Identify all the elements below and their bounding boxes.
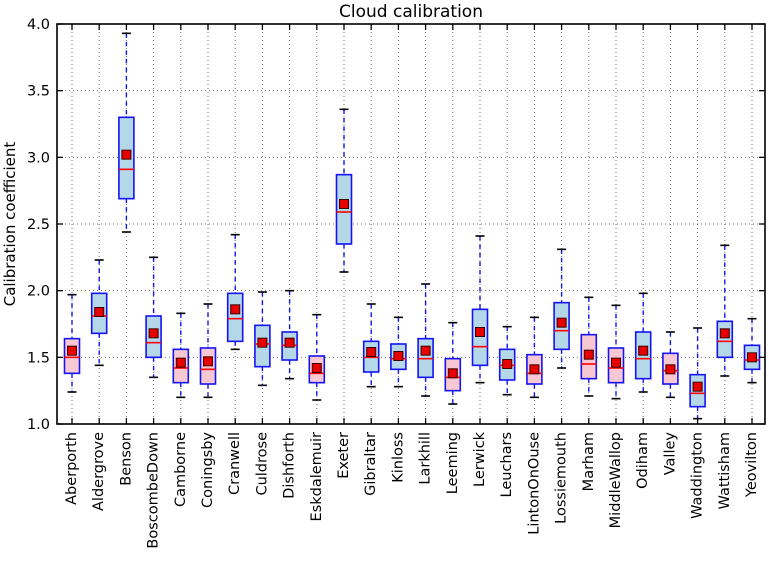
mean-marker <box>420 345 431 356</box>
mean-marker <box>175 357 186 368</box>
x-tick-label: Culdrose <box>254 432 270 496</box>
mean-marker <box>366 347 377 357</box>
mean-marker <box>311 363 322 373</box>
mean-marker <box>230 304 241 315</box>
mean-marker <box>121 149 132 160</box>
x-tick-label: Aldergrove <box>91 432 107 511</box>
mean-marker <box>583 349 594 360</box>
mean-marker <box>447 368 458 379</box>
x-tick-label: Odiham <box>635 432 651 489</box>
y-tick-label: 4.0 <box>27 17 50 33</box>
x-tick-label: Larkhill <box>418 432 434 485</box>
x-tick-label: Dishforth <box>282 432 298 499</box>
mean-marker <box>203 356 213 367</box>
x-tick-label: Lossiemouth <box>554 432 570 524</box>
x-tick-label: Valley <box>662 432 678 476</box>
mean-marker <box>638 345 649 356</box>
y-tick-label: 2.5 <box>27 217 50 233</box>
x-tick-label: Waddington <box>690 432 706 519</box>
mean-marker <box>502 359 513 369</box>
x-tick-label: Leeming <box>445 432 461 494</box>
mean-marker <box>529 364 540 375</box>
x-tick-label: Cranwell <box>227 432 243 495</box>
box-Wattisham <box>716 320 734 359</box>
y-tick-label: 3.0 <box>27 150 50 166</box>
y-tick-label: 1.0 <box>27 417 50 433</box>
x-tick-label: LintonOnOuse <box>526 432 542 535</box>
x-tick-label: Lerwick <box>472 431 488 487</box>
x-tick-label: MiddleWallop <box>608 432 624 528</box>
y-tick-label: 3.5 <box>27 84 50 100</box>
x-tick-label: BoscombeDown <box>146 432 162 549</box>
mean-marker <box>692 381 703 392</box>
box-Exeter <box>335 173 353 245</box>
mean-marker <box>67 345 77 356</box>
x-tick-label: Eskdalemuir <box>309 432 325 521</box>
box-Aberporth <box>63 337 81 375</box>
x-tick-label: Gibraltar <box>363 432 379 496</box>
mean-marker <box>148 328 159 339</box>
mean-marker <box>719 328 730 339</box>
x-tick-label: Leuchars <box>499 432 515 498</box>
mean-marker <box>94 307 105 317</box>
x-tick-label: Marham <box>581 432 597 491</box>
plot-area: 1.0 1.5 2.0 2.5 3.0 3.5 4.0 Aberporth Aldergrove… <box>27 17 766 549</box>
y-tick-label: 2.0 <box>27 284 50 300</box>
mean-marker <box>665 364 676 375</box>
chart-title: Cloud calibration <box>339 2 483 22</box>
y-axis-label: Calibration coefficient <box>1 142 19 307</box>
mean-marker <box>257 337 268 348</box>
x-tick-label: Wattisham <box>717 432 733 509</box>
mean-marker <box>556 317 567 328</box>
mean-marker <box>611 357 621 368</box>
y-tick-label: 1.5 <box>27 350 50 366</box>
mean-marker <box>393 351 404 361</box>
x-tick-label: Yeovilton <box>744 432 760 498</box>
x-tick-label: Aberporth <box>64 432 80 505</box>
mean-marker <box>339 199 349 209</box>
mean-marker <box>284 337 295 348</box>
x-tick-label: Camborne <box>173 432 189 507</box>
mean-marker <box>747 352 757 363</box>
mean-marker <box>475 327 485 337</box>
x-tick-label: Kinloss <box>390 432 406 483</box>
box-Lerwick <box>471 308 489 367</box>
x-tick-label: Benson <box>118 432 134 486</box>
axes-frame <box>56 23 766 425</box>
box-Cranwell <box>226 292 244 343</box>
x-tick-label: Coningsby <box>200 432 216 508</box>
x-tick-label: Exeter <box>336 432 352 479</box>
